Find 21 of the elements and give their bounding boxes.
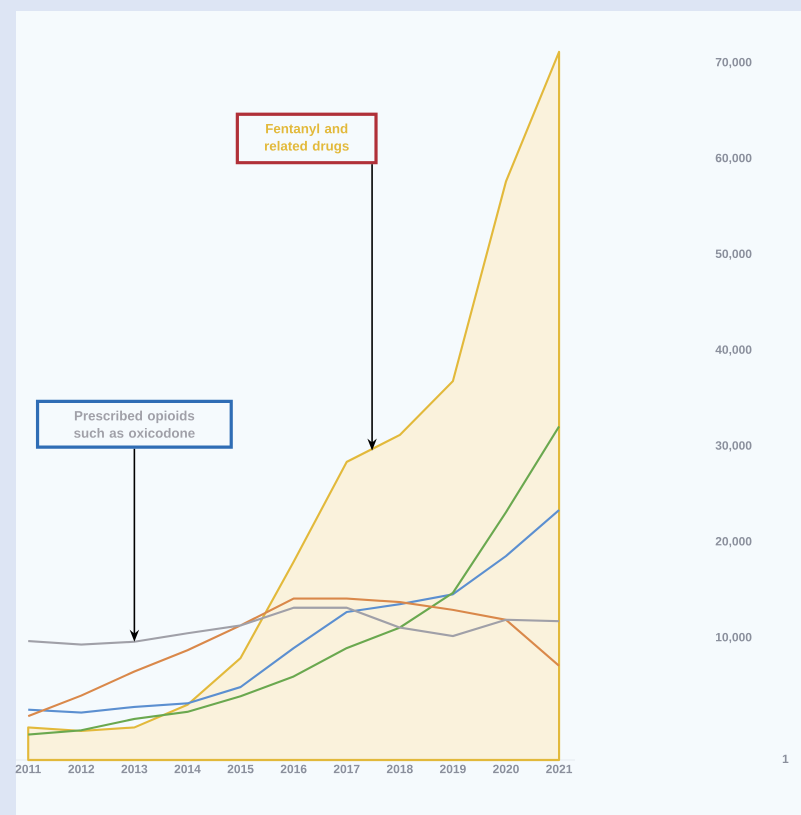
y-tick-label: 50,000 <box>716 250 752 260</box>
annotation: Prescribed opioids such as oxicodone <box>74 410 195 438</box>
x-tick-label: 2016 <box>280 764 307 774</box>
x-tick-label: 2018 <box>386 764 413 774</box>
x-tick-label: 2015 <box>228 764 254 774</box>
y-tick-label: 10,000 <box>716 632 752 644</box>
annotation: Fentanyl and related drugs <box>264 124 349 154</box>
y-tick-label: 20,000 <box>716 537 752 548</box>
x-tick-label: 2011 <box>16 764 41 774</box>
x-tick-label: 2021 <box>546 764 572 774</box>
x-tick-label: 2020 <box>493 764 519 774</box>
x-tick-label: 2014 <box>174 764 201 774</box>
y-tick-label: 30,000 <box>716 441 752 452</box>
x-tick-label: 2017 <box>334 764 360 774</box>
x-tick-label: 2012 <box>68 764 94 774</box>
x-tick-label: 2019 <box>440 764 466 774</box>
y-tick-label: 70,000 <box>716 58 752 68</box>
x-tick-label: 1 <box>782 754 788 763</box>
y-tick-label: 40,000 <box>715 345 752 356</box>
x-tick-label: 2013 <box>121 764 148 774</box>
y-tick-label: 60,000 <box>716 154 752 164</box>
